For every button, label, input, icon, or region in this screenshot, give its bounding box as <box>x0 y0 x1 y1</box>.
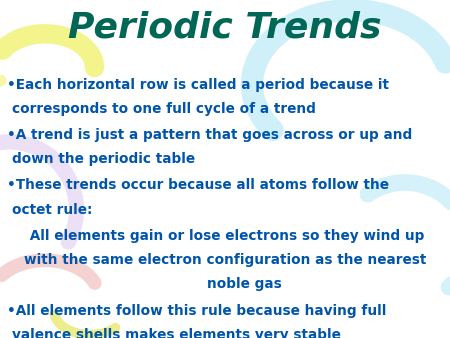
Text: •All elements follow this rule because having full: •All elements follow this rule because h… <box>7 304 386 317</box>
Text: •A trend is just a pattern that goes across or up and: •A trend is just a pattern that goes acr… <box>7 128 412 142</box>
Text: •Each horizontal row is called a period because it: •Each horizontal row is called a period … <box>7 78 389 92</box>
Text: with the same electron configuration as the nearest: with the same electron configuration as … <box>24 253 426 267</box>
Text: All elements gain or lose electrons so they wind up: All elements gain or lose electrons so t… <box>25 229 425 243</box>
Text: octet rule:: octet rule: <box>12 203 93 217</box>
Text: down the periodic table: down the periodic table <box>12 152 195 166</box>
Text: •These trends occur because all atoms follow the: •These trends occur because all atoms fo… <box>7 178 389 192</box>
Text: valence shells makes elements very stable: valence shells makes elements very stabl… <box>12 328 341 338</box>
Text: corresponds to one full cycle of a trend: corresponds to one full cycle of a trend <box>12 102 316 116</box>
Text: Periodic Trends: Periodic Trends <box>68 10 382 44</box>
Text: noble gas: noble gas <box>169 277 281 291</box>
